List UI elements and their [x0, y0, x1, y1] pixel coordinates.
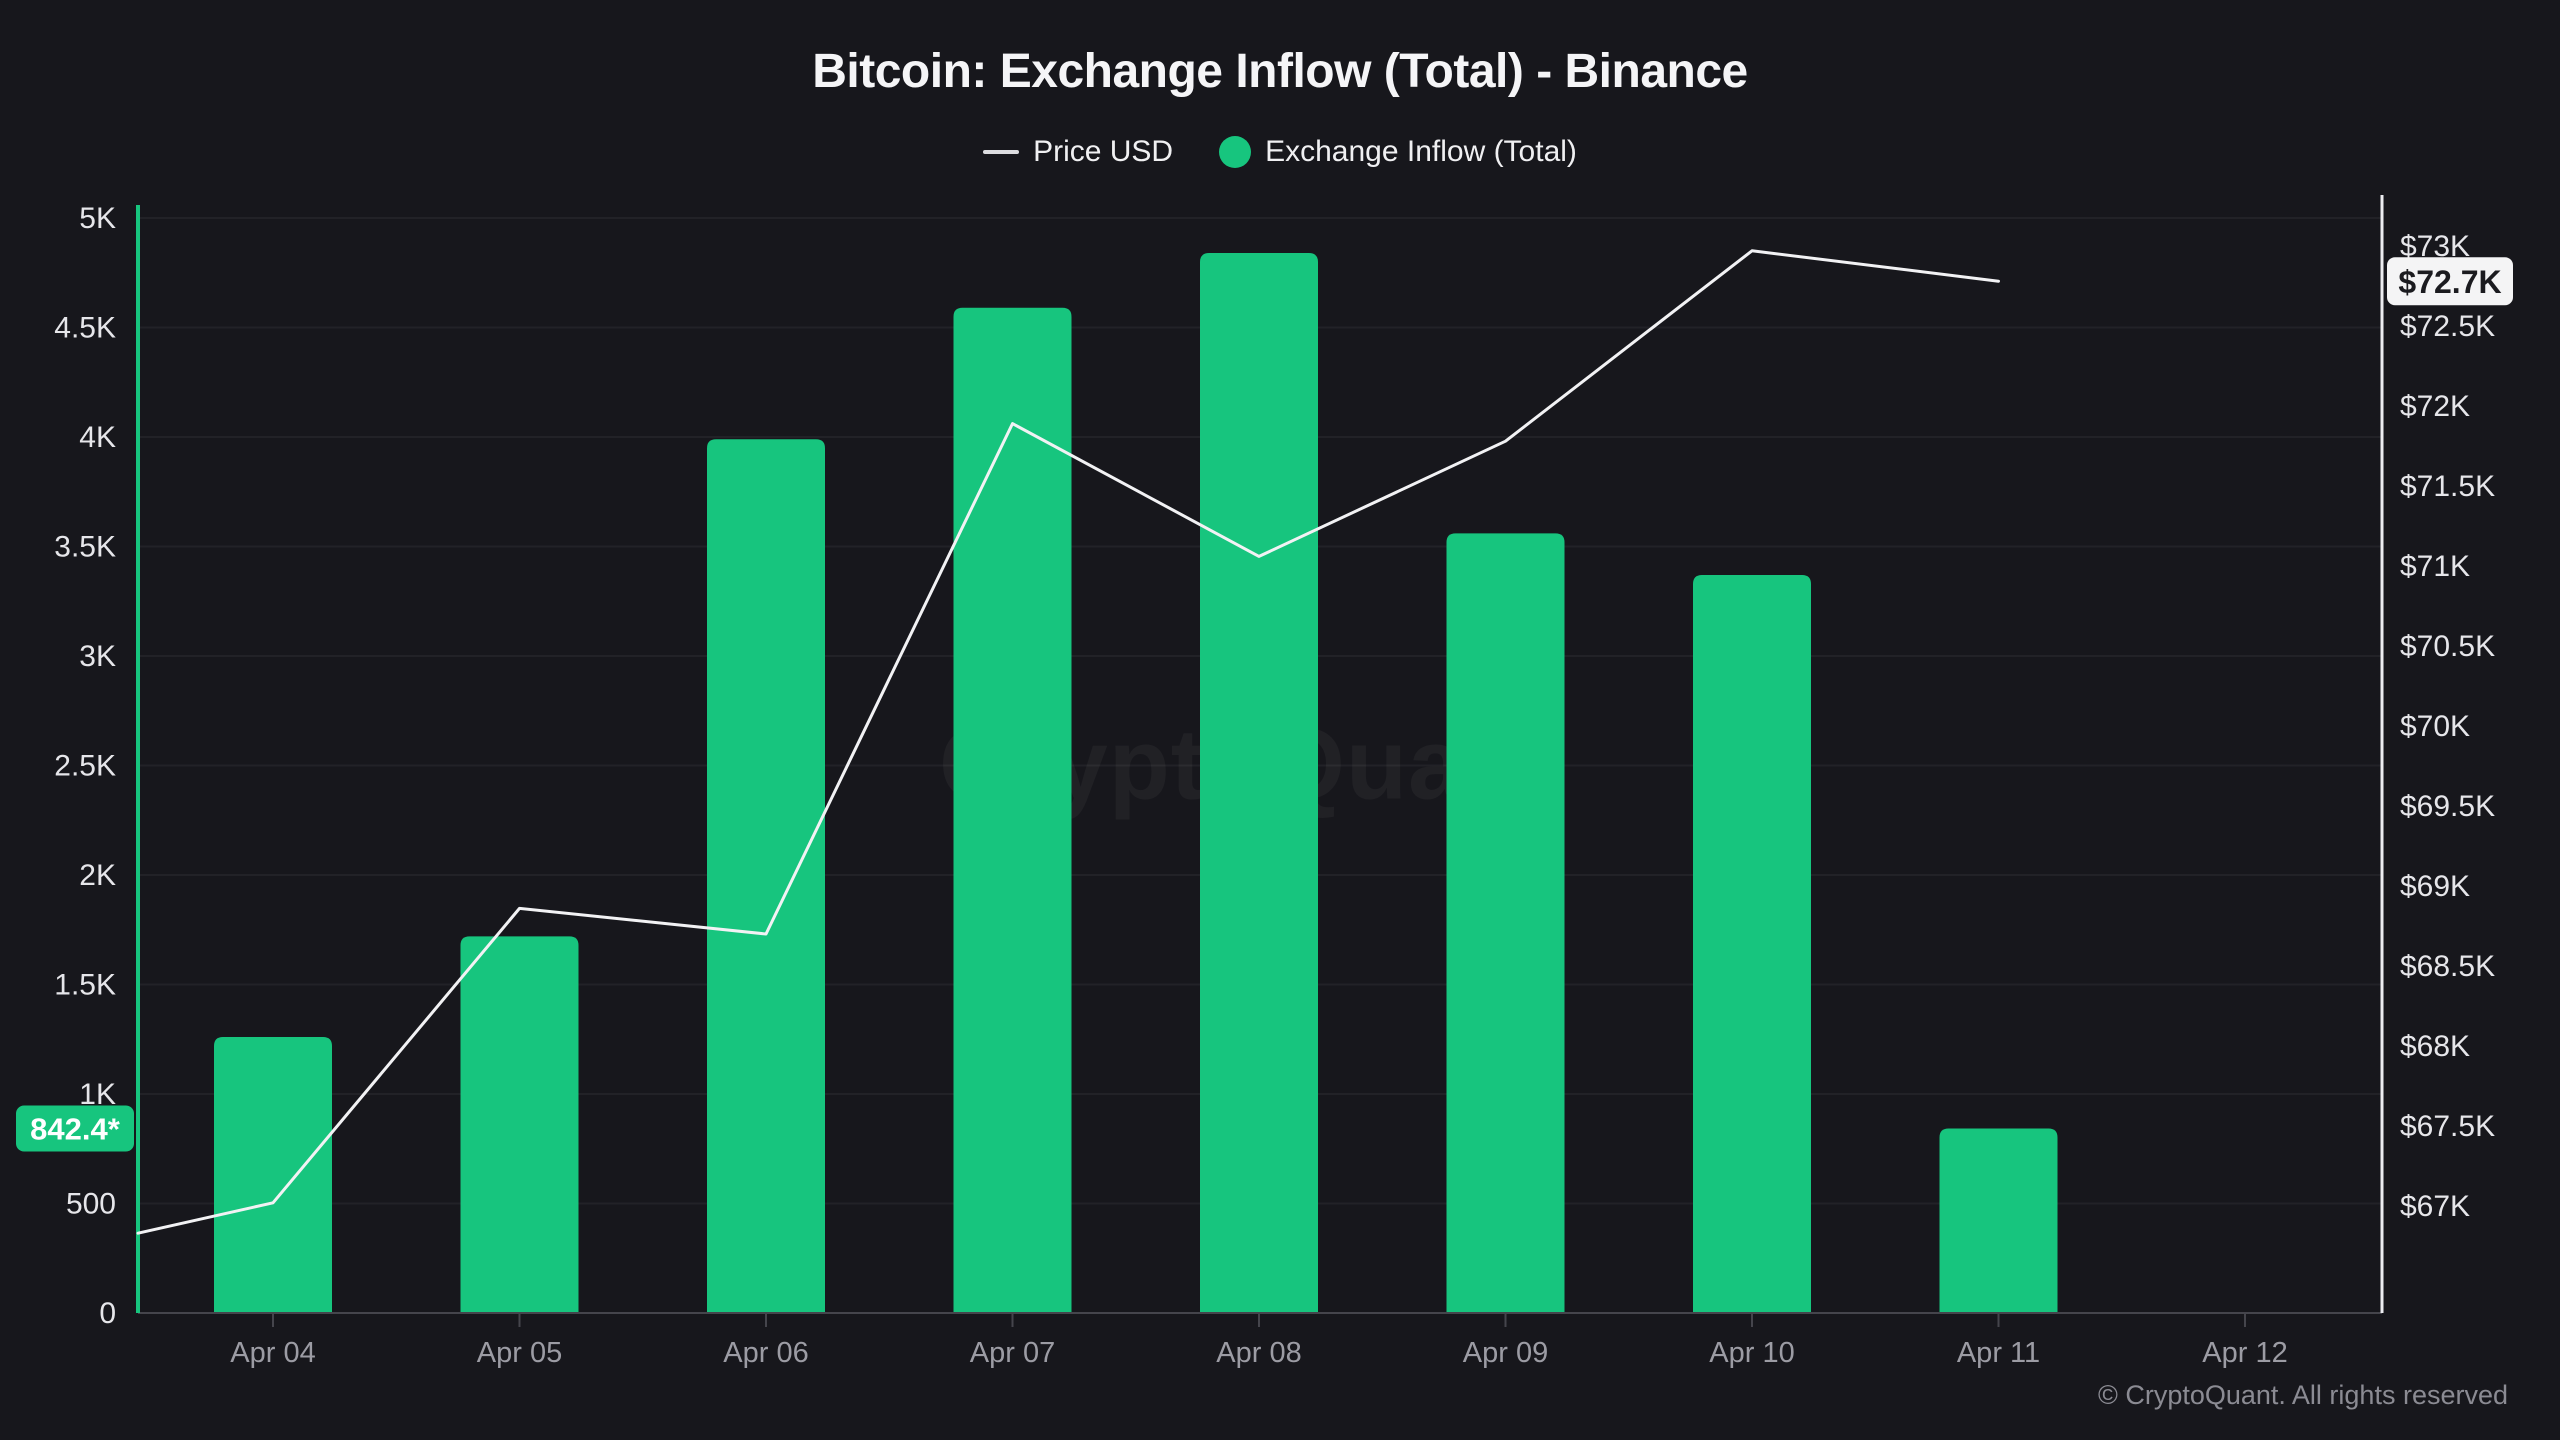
price-line-swatch-icon — [983, 150, 1020, 154]
left-axis-tick-label: 4K — [79, 421, 116, 454]
inflow-bar-apr-10[interactable] — [1693, 574, 1811, 1313]
right-axis-tick-label: $68K — [2400, 1030, 2470, 1063]
legend-item-exchange-inflow[interactable]: Exchange Inflow (Total) — [1219, 135, 1577, 169]
legend-label-price-usd: Price USD — [1033, 135, 1174, 168]
inflow-bar-apr-06[interactable] — [707, 439, 825, 1313]
x-axis-tick-label: Apr 08 — [1216, 1337, 1301, 1369]
left-axis-tick-label: 2K — [79, 859, 116, 892]
x-axis-tick-label: Apr 12 — [2202, 1337, 2287, 1369]
inflow-bar-apr-05[interactable] — [460, 936, 579, 1313]
left-axis-tick-label: 0 — [99, 1297, 116, 1330]
x-axis-tick-label: Apr 07 — [970, 1337, 1055, 1369]
right-axis-tick-label: $72.5K — [2400, 310, 2495, 343]
inflow-bar-apr-09[interactable] — [1446, 533, 1565, 1313]
inflow-bar-apr-08[interactable] — [1200, 253, 1318, 1313]
right-axis-tick-label: $70.5K — [2400, 630, 2495, 663]
left-axis-tick-label: 5K — [79, 202, 116, 235]
x-axis-tick-label: Apr 06 — [723, 1337, 808, 1369]
right-axis-tick-label: $69K — [2400, 870, 2470, 903]
right-axis-tick-label: $68.5K — [2400, 950, 2495, 983]
left-axis-tick-label: 4.5K — [54, 312, 116, 345]
x-axis-tick-label: Apr 10 — [1709, 1337, 1794, 1369]
last-price-badge — [2387, 257, 2513, 306]
inflow-bar-apr-07[interactable] — [953, 307, 1072, 1313]
copyright-notice: © CryptoQuant. All rights reserved — [2097, 1380, 2508, 1410]
right-axis-tick-label: $71K — [2400, 550, 2470, 583]
price-usd-line[interactable] — [136, 249, 2000, 1235]
right-axis-tick-label: $67.5K — [2400, 1110, 2495, 1143]
chart-title: Bitcoin: Exchange Inflow (Total) - Binan… — [812, 45, 1748, 98]
right-axis-tick-label: $70K — [2400, 710, 2470, 743]
last-bar-value-badge — [16, 1105, 134, 1152]
right-axis-tick-label: $69.5K — [2400, 790, 2495, 823]
left-axis-tick-label: 1.5K — [54, 969, 116, 1002]
x-axis-tick-label: Apr 09 — [1463, 1337, 1548, 1369]
right-axis-tick-label: $67K — [2400, 1190, 2470, 1223]
legend-label-exchange-inflow: Exchange Inflow (Total) — [1265, 135, 1577, 168]
legend: Price USD Exchange Inflow (Total) — [0, 130, 2560, 174]
left-axis-tick-label: 3K — [79, 640, 116, 673]
last-bar-value-badge-text: 842.4* — [30, 1112, 121, 1147]
x-axis-tick-label: Apr 11 — [1957, 1337, 2040, 1369]
left-axis-tick-label: 2.5K — [54, 750, 116, 783]
right-axis-tick-label: $71.5K — [2400, 470, 2495, 503]
x-axis-tick-label: Apr 04 — [230, 1337, 315, 1369]
left-axis-tick-label: 3.5K — [54, 531, 116, 564]
right-axis-tick-label: $72K — [2400, 390, 2470, 423]
last-price-badge-text: $72.7K — [2398, 264, 2501, 300]
x-axis-tick-label: Apr 05 — [477, 1337, 562, 1369]
inflow-bar-apr-11[interactable] — [1939, 1128, 2058, 1313]
legend-item-price-usd[interactable]: Price USD — [983, 135, 1173, 169]
inflow-dot-swatch-icon — [1219, 136, 1252, 168]
left-axis-tick-label: 500 — [66, 1188, 116, 1221]
inflow-bar-apr-04[interactable] — [214, 1037, 332, 1313]
left-axis-tick-label: 1K — [79, 1078, 116, 1111]
